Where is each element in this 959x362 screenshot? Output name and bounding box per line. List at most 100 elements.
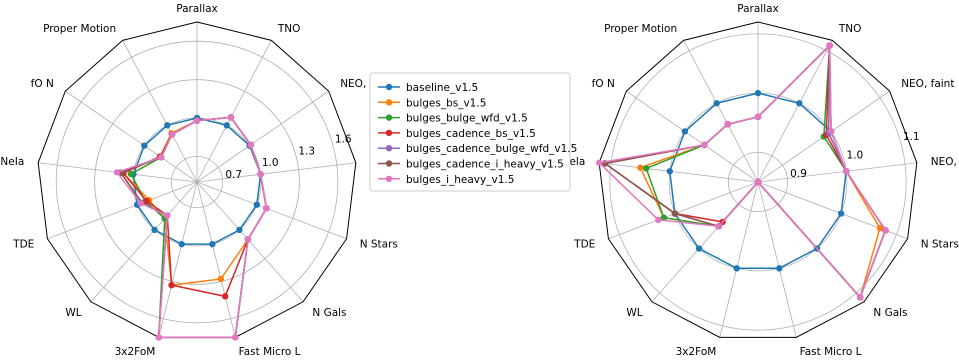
legend-item-bulges-cadence-bulge-wfd-v1-5: bulges_cadence_bulge_wfd_v1.5	[378, 143, 577, 155]
legend-item-bulges-cadence-i-heavy-v1-5: bulges_cadence_i_heavy_v1.5	[378, 159, 564, 171]
series-bulges-i-heavy-v1-5	[595, 42, 889, 301]
rtick-label: 0.7	[225, 169, 242, 181]
axis-label-neo-bright: NEO, bright	[931, 156, 959, 168]
point-bulges-cadence-bs-v1-5-3x2fom	[168, 281, 175, 289]
axis-label-proper-motion: Proper Motion	[604, 23, 677, 35]
axis-label-tno: TNO	[277, 23, 301, 35]
point-baseline-v1-5-n-stars	[253, 201, 261, 208]
legend: baseline_v1.5 bulges_bs_v1.5 bulges_bulge_…	[369, 72, 577, 192]
axis-label-parallax: Parallax	[176, 3, 218, 15]
series-bulges-cadence-bulge-wfd-v1-5	[117, 114, 270, 341]
point-bulges-i-heavy-v1-5-parallax	[193, 117, 201, 124]
spoke-fast-micro-l	[196, 181, 236, 338]
point-bulges-i-heavy-v1-5-tno	[826, 42, 833, 49]
axis-label-tno: TNO	[838, 23, 862, 35]
spoke-neo-faint	[196, 90, 329, 183]
point-bulges-i-heavy-v1-5-n-stars	[263, 205, 270, 212]
legend-item-bulges-bs-v1-5: bulges_bs_v1.5	[378, 97, 486, 109]
spoke-tde	[608, 181, 759, 240]
radar-chart-right: 0.9 1.0 1.1 Parallax TNO NEO, faint NEO, brigh…	[555, 3, 959, 358]
point-bulges-bulge-wfd-v1-5-tde	[660, 214, 668, 221]
axis-label-fast-micro-l: Fast Micro L	[800, 346, 862, 358]
rtick-label: 1.3	[298, 145, 315, 157]
point-bulges-cadence-bs-v1-5-fast-micro-l	[221, 293, 229, 300]
point-bulges-i-heavy-v1-5-wl	[164, 212, 171, 219]
legend-item-bulges-i-heavy-v1-5: bulges_i_heavy_v1.5	[378, 174, 514, 186]
spoke-sneia	[599, 162, 759, 183]
point-bulges-i-heavy-v1-5-3x2fom	[155, 334, 162, 341]
spoke-proper-motion	[683, 40, 759, 183]
spoke-neo-bright	[757, 162, 917, 183]
spoke-neo-bright	[196, 162, 356, 183]
point-bulges-i-heavy-v1-5-fo-n	[701, 141, 708, 149]
rtick-label: 1.6	[335, 133, 352, 145]
point-bulges-i-heavy-v1-5-n-gals	[856, 294, 864, 301]
series-bulges-cadence-i-heavy-v1-5	[117, 114, 270, 341]
rtick-label: 1.0	[847, 150, 864, 162]
axis-label-n-gals: N Gals	[312, 307, 346, 319]
axis-label-tde: TDE	[12, 239, 34, 251]
legend-frame	[369, 72, 571, 192]
spoke-tno	[757, 40, 833, 183]
axis-label-wl: WL	[65, 307, 81, 319]
axis-label-wl: WL	[626, 307, 642, 319]
series-line-bulges-i-heavy-v1-5	[115, 116, 268, 339]
point-bulges-bs-v1-5-sneia	[637, 164, 644, 171]
point-bulges-i-heavy-v1-5-tde	[137, 200, 144, 207]
legend-item-baseline-v1-5: baseline_v1.5	[378, 82, 478, 94]
axis-label-fast-micro-l: Fast Micro L	[239, 346, 301, 358]
axis-label-n-stars: N Stars	[360, 239, 398, 251]
spoke-tno	[196, 40, 272, 183]
point-bulges-i-heavy-v1-5-parallax	[754, 113, 762, 121]
point-bulges-i-heavy-v1-5-tde	[655, 216, 662, 224]
legend-label: bulges_bulge_wfd_v1.5	[406, 113, 528, 125]
point-bulges-i-heavy-v1-5-wl	[715, 223, 722, 230]
grid-ring-1-3	[94, 79, 300, 285]
point-baseline-v1-5-tno	[796, 100, 803, 107]
rtick-label: 1.1	[903, 131, 920, 143]
point-bulges-i-heavy-v1-5-proper-motion	[724, 121, 731, 128]
point-bulges-i-heavy-v1-5-n-stars	[882, 227, 889, 234]
spoke-fast-micro-l	[757, 181, 797, 338]
grid-ring-1-6	[55, 40, 339, 324]
spoke-fo-n	[626, 90, 759, 183]
series-bulges-i-heavy-v1-5	[113, 114, 270, 341]
axis-label-3x2fom: 3x2FoM	[115, 346, 156, 358]
point-baseline-v1-5-fast-micro-l	[776, 265, 783, 272]
point-bulges-i-heavy-v1-5-sneia	[113, 169, 121, 176]
point-bulges-bulge-wfd-v1-5-sneia	[127, 170, 135, 178]
rtick-label: 0.9	[790, 168, 807, 180]
point-bulges-i-heavy-v1-5-3x2fom	[754, 178, 762, 186]
series-line-baseline-v1-5	[132, 117, 262, 245]
spoke-proper-motion	[122, 40, 198, 183]
spoke-n-stars	[196, 181, 347, 240]
point-bulges-i-heavy-v1-5-tno	[227, 114, 235, 121]
legend-swatch-marker	[385, 145, 393, 152]
axis-label-n-gals: N Gals	[873, 307, 907, 319]
legend-swatch-marker	[385, 160, 393, 167]
point-baseline-v1-5-3x2fom	[733, 265, 740, 272]
legend-swatch-marker	[385, 129, 393, 137]
axis-label-neo-faint: NEO, faint	[901, 78, 954, 90]
axis-label-proper-motion: Proper Motion	[43, 23, 116, 35]
legend-label: bulges_i_heavy_v1.5	[406, 174, 514, 186]
series-line-bulges-bulge-wfd-v1-5	[645, 43, 887, 299]
spoke-tde	[47, 181, 198, 240]
point-bulges-i-heavy-v1-5-fo-n	[157, 154, 165, 161]
point-bulges-i-heavy-v1-5-neo-bright	[257, 171, 264, 178]
point-bulges-i-heavy-v1-5-sneia	[595, 159, 603, 166]
point-bulges-i-heavy-v1-5-neo-faint	[827, 128, 835, 135]
point-baseline-v1-5-fo-n	[681, 128, 689, 135]
point-baseline-v1-5-tno	[223, 122, 230, 129]
legend-label: bulges_bs_v1.5	[406, 97, 486, 109]
point-bulges-i-heavy-v1-5-proper-motion	[168, 131, 176, 138]
axis-label-n-stars: N Stars	[921, 239, 959, 251]
legend-label: bulges_cadence_bulge_wfd_v1.5	[406, 143, 577, 155]
point-bulges-bulge-wfd-v1-5-sneia	[643, 165, 650, 172]
point-baseline-v1-5-fo-n	[141, 142, 148, 149]
grid-ring-0-7	[170, 155, 223, 208]
point-bulges-i-heavy-v1-5-n-gals	[244, 236, 252, 243]
legend-swatch-marker	[385, 99, 393, 106]
